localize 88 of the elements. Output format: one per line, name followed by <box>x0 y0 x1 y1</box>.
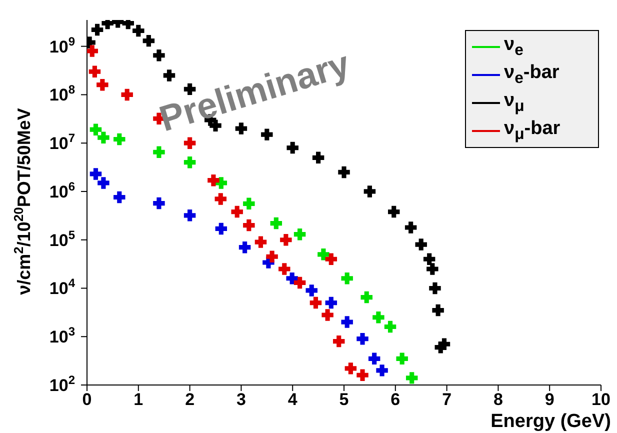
x-axis-title: Energy (GeV) <box>490 411 611 432</box>
point <box>306 284 318 296</box>
point <box>325 253 338 265</box>
point <box>415 238 427 250</box>
y-tick-label: 10$^{3}$ <box>49 324 76 347</box>
point <box>332 335 345 348</box>
point <box>88 66 101 78</box>
point <box>90 168 102 180</box>
point <box>294 228 306 240</box>
y-tick-label: 10$^{9}$ <box>49 34 76 56</box>
point <box>153 197 165 210</box>
point <box>184 156 196 168</box>
point <box>356 332 368 345</box>
x-tick-label: 3 <box>236 390 246 410</box>
legend-label: ν$_{e}$-bar <box>504 62 560 88</box>
point <box>266 250 278 262</box>
point <box>310 296 322 309</box>
point <box>312 152 324 164</box>
point <box>404 222 417 234</box>
point <box>384 320 396 333</box>
point <box>278 263 290 275</box>
x-tick-label: 8 <box>493 390 503 410</box>
point <box>318 248 330 260</box>
y-tick-label: 10$^{7}$ <box>49 131 76 154</box>
point <box>338 166 350 178</box>
point <box>322 309 334 321</box>
y-tick-label: 10$^{2}$ <box>49 373 76 395</box>
point <box>254 236 267 248</box>
legend-label: ν$_{μ}$-bar <box>504 118 560 144</box>
point <box>153 146 165 158</box>
point <box>344 362 357 374</box>
x-tick-label: 4 <box>288 390 298 410</box>
point <box>406 372 418 384</box>
point <box>142 34 155 47</box>
y-tick-label: 10$^{6}$ <box>49 179 76 202</box>
point <box>231 206 243 218</box>
point <box>121 88 133 101</box>
point <box>215 222 228 235</box>
point <box>270 217 282 230</box>
y-tick-label: 10$^{5}$ <box>49 228 76 250</box>
x-tick-label: 6 <box>390 390 400 410</box>
point <box>376 364 388 376</box>
point <box>96 78 108 91</box>
point <box>90 124 102 136</box>
point <box>341 272 353 284</box>
point <box>243 198 255 210</box>
point <box>396 352 408 365</box>
point <box>356 369 368 381</box>
x-tick-label: 1 <box>134 390 144 410</box>
point <box>438 338 450 350</box>
point <box>294 276 306 289</box>
x-tick-label: 5 <box>339 390 349 410</box>
point <box>184 210 196 222</box>
point <box>341 316 353 328</box>
point <box>214 193 227 205</box>
legend-label: ν$_{μ}$ <box>504 90 524 116</box>
y-tick-label: 10$^{8}$ <box>49 82 76 105</box>
point <box>208 174 220 186</box>
point <box>429 282 441 294</box>
point <box>238 241 251 254</box>
point <box>372 311 384 324</box>
point <box>98 177 110 189</box>
point <box>114 133 126 146</box>
point <box>132 24 144 37</box>
point <box>243 219 255 232</box>
y-tick-label: 10$^{4}$ <box>49 276 76 298</box>
point <box>184 137 196 149</box>
point <box>325 296 338 309</box>
point <box>388 206 400 218</box>
point <box>286 272 298 284</box>
point <box>286 142 298 154</box>
point <box>368 352 380 365</box>
point <box>87 45 98 57</box>
point <box>98 132 110 144</box>
x-tick-label: 2 <box>185 390 195 410</box>
point <box>423 253 436 265</box>
x-tick-label: 9 <box>544 390 554 410</box>
legend-label: ν$_{e}$ <box>504 34 524 60</box>
point <box>364 186 376 198</box>
x-tick-label: 7 <box>442 390 452 410</box>
point <box>426 263 438 275</box>
point <box>91 24 104 36</box>
point <box>432 304 444 316</box>
point <box>280 234 292 246</box>
point <box>114 191 126 204</box>
x-tick-label: 10 <box>592 390 610 410</box>
x-tick-label: 0 <box>82 390 92 410</box>
point <box>360 291 372 304</box>
